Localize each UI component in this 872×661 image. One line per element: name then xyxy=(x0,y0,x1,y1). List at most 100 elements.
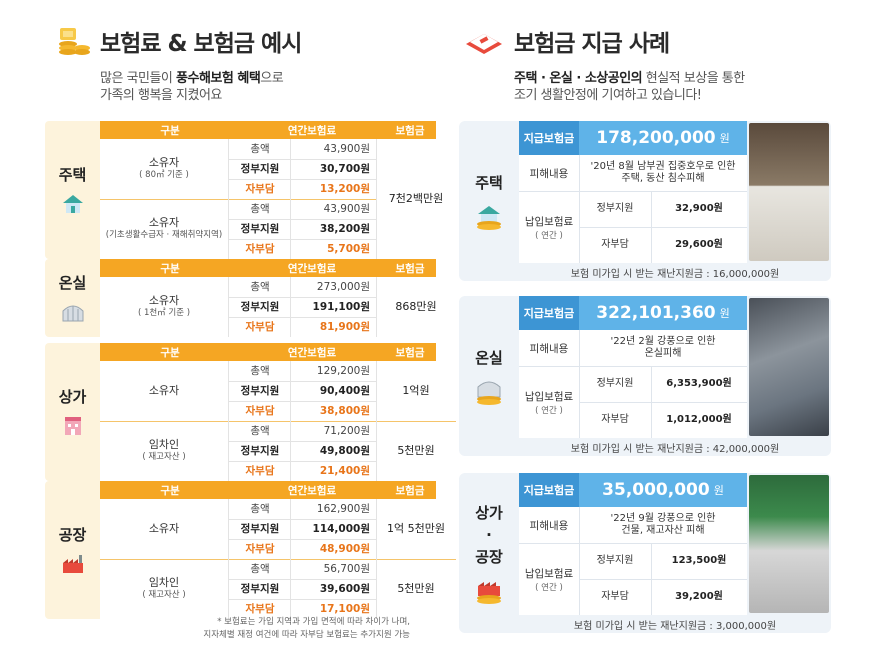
premium-type-gov: 정부지원 xyxy=(240,301,280,313)
damage-description: '20년 8월 남부권 집중호우로 인한 주택, 동산 침수피해 xyxy=(579,155,747,191)
right-section-subtitle: 주택 · 온실 · 소상공인의 현실적 보상을 통한 조기 생활안정에 기여하고… xyxy=(514,70,745,104)
category-label-wrap: 상가 · 공장 xyxy=(475,502,503,568)
damage-photo xyxy=(749,123,829,261)
house-coins-icon xyxy=(474,202,504,230)
header-category: 구분 xyxy=(100,121,240,139)
damage-line1: '22년 2월 강풍으로 인한 xyxy=(610,336,716,347)
premium-label-note: ( 연간 ) xyxy=(535,230,563,241)
category-cell: 주택 xyxy=(45,121,100,259)
premium-table: 주택 구분 연간보험료 보험금 소유자 ( 80㎡ 기준 ) 총액 43,900원 정부지… xyxy=(45,121,443,259)
disaster-aid-note: 보험 미가입 시 받는 재난지원금 : 42,000,000원 xyxy=(570,443,780,455)
premium-amount-gov: 90,400원 xyxy=(319,385,370,397)
premium-type-total: 총액 xyxy=(250,503,270,515)
greenhouse-coins-icon xyxy=(474,377,504,405)
premium-type-self: 자부담 xyxy=(245,243,275,255)
self-label: 자부담 xyxy=(579,227,651,263)
subtitle-line2: 조기 생활안정에 기여하고 있습니다! xyxy=(514,88,702,103)
category-label: 주택 xyxy=(58,165,87,184)
payout-amount: 322,101,360 xyxy=(596,303,716,323)
owner-cell: 소유자 (기초생활수급자 · 재해취약지역) xyxy=(100,199,228,259)
premium-amount-total: 162,900원 xyxy=(316,503,370,515)
premium-type-self: 자부담 xyxy=(245,183,275,195)
damage-photo xyxy=(749,298,829,436)
premium-type-self: 자부담 xyxy=(245,603,275,615)
header-premium: 연간보험료 xyxy=(240,343,384,361)
self-label: 자부담 xyxy=(579,579,651,615)
category-label: 온실 xyxy=(475,349,503,367)
greenhouse-icon xyxy=(60,299,86,325)
premium-type-total: 총액 xyxy=(250,563,270,575)
table-grid: 구분 연간보험료 보험금 소유자 총액 129,200원 정부지원 90,400원 자부담 3… xyxy=(100,343,456,481)
gov-label: 정부지원 xyxy=(579,366,651,402)
case-details: 지급보험금 178,200,000 원 피해내용 '20년 8월 남부권 집중호우로… xyxy=(519,121,747,263)
owner-label: 소유자 xyxy=(148,216,180,229)
subtitle-text: 현실적 보상을 통한 xyxy=(642,71,745,86)
header-premium: 연간보험료 xyxy=(240,481,384,499)
premium-amount-self: 38,800원 xyxy=(319,405,370,417)
gov-label: 정부지원 xyxy=(579,191,651,227)
premium-type-self: 자부담 xyxy=(245,465,275,477)
shop-building-icon xyxy=(60,413,86,439)
footnote-line2: 지자체별 재정 여건에 따라 자부담 보험료는 추가지원 가능 xyxy=(203,630,410,640)
premium-type-total: 총액 xyxy=(250,365,270,377)
payout-amount: 5천만원 xyxy=(397,582,435,595)
house-icon xyxy=(60,191,86,217)
category-cell: 상가 xyxy=(45,343,100,481)
premium-amount-self: 21,400원 xyxy=(319,465,370,477)
premium-type-self: 자부담 xyxy=(245,543,275,555)
gov-label: 정부지원 xyxy=(579,543,651,579)
premium-amount-self: 5,700원 xyxy=(327,243,370,255)
premium-amount-total: 43,900원 xyxy=(323,143,370,155)
gov-amount: 123,500원 xyxy=(651,543,747,579)
subtitle-text: 으로 xyxy=(260,71,284,86)
premium-label-note: ( 연간 ) xyxy=(535,582,563,593)
disaster-aid-note: 보험 미가입 시 받는 재난지원금 : 16,000,000원 xyxy=(570,268,780,280)
owner-note: ( 1천㎡ 기준 ) xyxy=(137,308,191,318)
premium-amount-gov: 30,700원 xyxy=(319,163,370,175)
premium-label: 납입보험료 ( 연간 ) xyxy=(519,366,579,438)
owner-note: ( 재고자산 ) xyxy=(142,452,186,462)
category-cell: 주택 xyxy=(459,121,519,281)
payout-amount: 1억 5천만원 xyxy=(387,522,445,535)
premium-label: 납입보험료 ( 연간 ) xyxy=(519,191,579,263)
payout-unit: 원 xyxy=(719,132,730,145)
damage-label: 피해내용 xyxy=(519,507,579,543)
owner-cell: 소유자 xyxy=(100,499,228,559)
payout-amount: 1억원 xyxy=(402,384,430,397)
insurance-document-icon xyxy=(466,34,502,54)
footnote: * 보험료는 가입 지역과 가입 면적에 따라 차이가 나며, 지자체별 재정 … xyxy=(60,616,410,642)
self-amount: 29,600원 xyxy=(651,227,747,263)
header-category: 구분 xyxy=(100,343,240,361)
header-payout: 보험금 xyxy=(384,259,436,277)
payout-row: 지급보험금 35,000,000 원 xyxy=(519,473,747,507)
premium-amount-total: 71,200원 xyxy=(323,425,370,437)
category-label-line: 상가 xyxy=(475,504,503,522)
premium-amount-self: 48,900원 xyxy=(319,543,370,555)
disaster-aid-note: 보험 미가입 시 받는 재난지원금 : 3,000,000원 xyxy=(573,620,777,632)
owner-note: ( 재고자산 ) xyxy=(142,590,186,600)
premium-type-total: 총액 xyxy=(250,203,270,215)
premium-amount-total: 56,700원 xyxy=(323,563,370,575)
table-grid: 구분 연간보험료 보험금 소유자 총액 162,900원 정부지원 114,000원 자부담… xyxy=(100,481,456,619)
payout-label: 지급보험금 xyxy=(519,121,579,155)
premium-amount-gov: 49,800원 xyxy=(319,445,370,457)
owner-label: 소유자 xyxy=(148,294,180,307)
owner-label: 소유자 xyxy=(148,522,180,535)
premium-amount-self: 17,100원 xyxy=(319,603,370,615)
damage-line2: 건물, 재고자산 피해 xyxy=(621,525,705,536)
owner-cell: 소유자 xyxy=(100,361,228,421)
premium-amount-gov: 39,600원 xyxy=(319,583,370,595)
premium-type-gov: 정부지원 xyxy=(240,583,280,595)
payout-unit: 원 xyxy=(719,307,730,320)
category-label-line: · xyxy=(486,526,492,544)
damage-line1: '22년 9월 강풍으로 인한 xyxy=(610,513,716,524)
premium-type-self: 자부담 xyxy=(245,405,275,417)
premium-type-gov: 정부지원 xyxy=(240,163,280,175)
damage-label: 피해내용 xyxy=(519,155,579,191)
damage-description: '22년 2월 강풍으로 인한 온실피해 xyxy=(579,330,747,366)
owner-cell: 임차인 ( 재고자산 ) xyxy=(100,559,228,619)
category-label: 온실 xyxy=(58,273,87,292)
footnote-line1: * 보험료는 가입 지역과 가입 면적에 따라 차이가 나며, xyxy=(217,617,410,627)
premium-label-text: 납입보험료 xyxy=(524,390,574,403)
header-premium: 연간보험료 xyxy=(240,259,384,277)
